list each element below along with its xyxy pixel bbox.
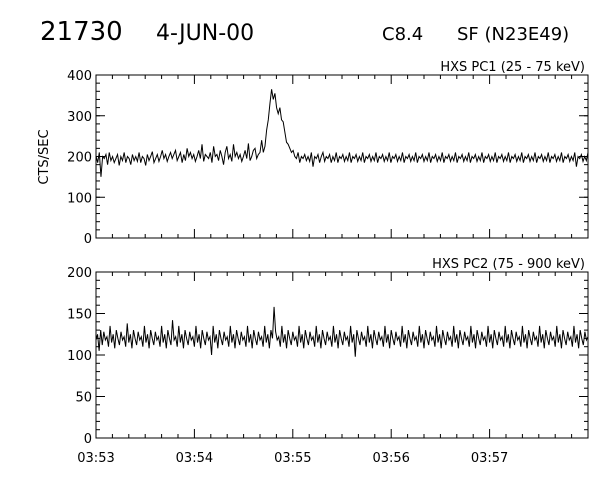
y-tick-label: 200 <box>67 266 92 281</box>
panel-pc1: HXS PC1 (25 - 75 keV) 0 100 200 300 400 <box>67 60 589 247</box>
panel-pc2: HXS PC2 (75 - 900 keV) 0 50 100 150 200 03:53 0… <box>67 257 589 466</box>
x-tick-label: 03:55 <box>274 451 311 466</box>
y-tick-label: 400 <box>67 69 92 84</box>
y-tick-label: 150 <box>67 308 92 323</box>
y-tick-label: 200 <box>67 151 92 166</box>
goes-class: C8.4 <box>382 24 423 45</box>
series-line <box>95 89 589 177</box>
flare-location: SF (N23E49) <box>457 24 569 45</box>
y-tick-label: 100 <box>67 349 92 364</box>
x-tick-label: 03:54 <box>176 451 213 466</box>
event-id: 21730 <box>40 17 123 47</box>
y-axis-label: CTS/SEC <box>37 129 52 184</box>
panel-label: HXS PC1 (25 - 75 keV) <box>440 60 585 75</box>
series-line <box>95 306 589 357</box>
x-tick-label: 03:57 <box>471 451 508 466</box>
y-tick-label: 0 <box>84 232 92 247</box>
y-tick-label: 300 <box>67 110 92 125</box>
x-tick-label: 03:56 <box>372 451 409 466</box>
panel-label: HXS PC2 (75 - 900 keV) <box>432 257 585 272</box>
y-tick-label: 100 <box>67 191 92 206</box>
event-date: 4-JUN-00 <box>156 21 254 46</box>
x-tick-label: 03:53 <box>77 451 114 466</box>
plot-frame <box>95 271 589 439</box>
y-tick-label: 50 <box>75 391 92 406</box>
y-tick-label: 0 <box>84 432 92 447</box>
